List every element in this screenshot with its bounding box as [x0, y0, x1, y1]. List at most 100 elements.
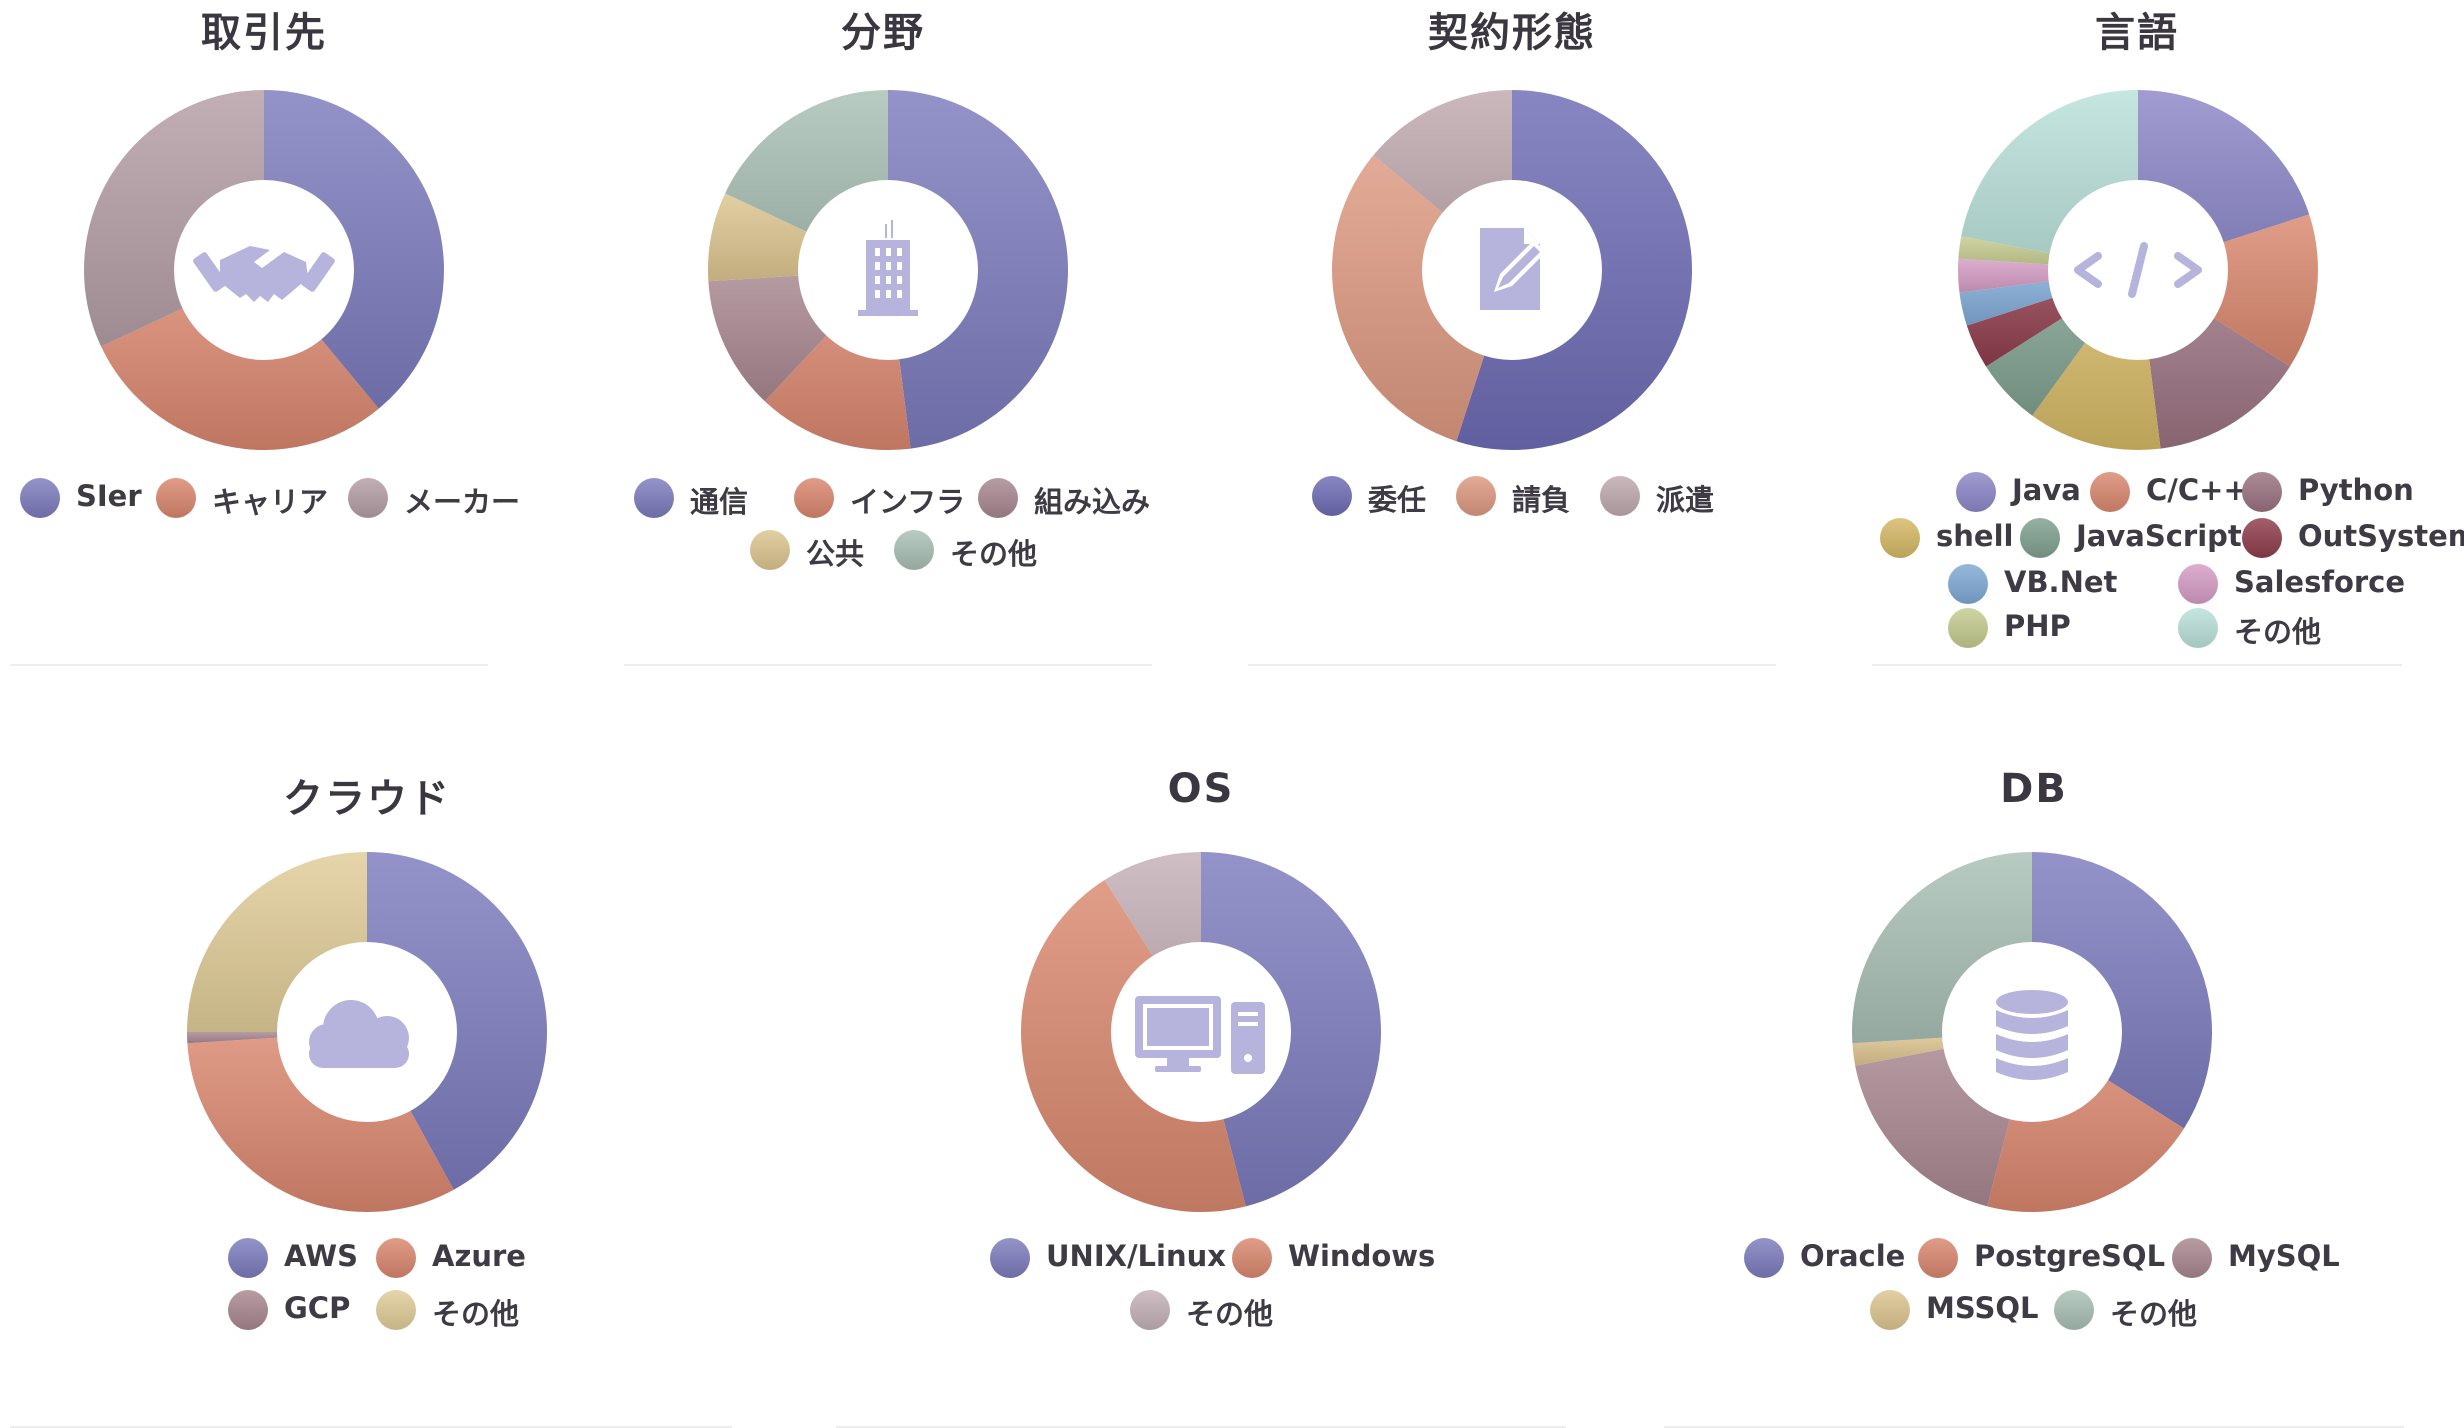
donut-slice-通信 [888, 90, 1069, 449]
chart-title: 分野 [841, 10, 925, 56]
donut-chart [1332, 90, 1692, 451]
legend-swatch [978, 478, 1018, 518]
legend-swatch [20, 478, 60, 518]
donut-slice-SIer [264, 90, 444, 409]
legend-swatch [348, 478, 388, 518]
legend-label: Salesforce [2234, 565, 2406, 599]
legend-label: 委任 [1368, 483, 1427, 517]
donut-svg [187, 852, 547, 1212]
cloud-icon [309, 1000, 409, 1068]
chart-panel-languages: 言語 Java C/C++ Python shell JavaScript Ou… [1872, 0, 2464, 680]
donut-svg [708, 90, 1069, 451]
donut-svg [1332, 90, 1692, 451]
legend-swatch [894, 530, 934, 570]
donut-svg [1958, 90, 2318, 450]
legend-label: Windows [1288, 1239, 1436, 1273]
donut-slice-Salesforce [1958, 258, 2138, 293]
legend-label: SIer [76, 479, 142, 513]
divider [10, 664, 488, 666]
legend-swatch [1870, 1290, 1910, 1330]
legend-label: その他 [950, 537, 1038, 571]
legend-swatch [1600, 476, 1640, 516]
legend-swatch [1744, 1238, 1784, 1278]
legend-label: JavaScript [2076, 519, 2242, 553]
legend-label: その他 [1186, 1297, 1274, 1331]
chart-title: 言語 [2095, 10, 2179, 56]
legend-swatch [1130, 1290, 1170, 1330]
legend-label: MSSQL [1926, 1291, 2039, 1325]
legend-swatch [1880, 518, 1920, 558]
divider [624, 664, 1152, 666]
legend-label: キャリア [212, 485, 329, 519]
legend-label: 公共 [806, 537, 865, 571]
donut-chart [84, 90, 444, 451]
donut-svg [84, 90, 444, 451]
donut-chart [1958, 90, 2318, 450]
chart-title: 取引先 [201, 10, 327, 56]
legend-swatch [1312, 476, 1352, 516]
legend-label: Oracle [1800, 1239, 1906, 1273]
divider [1664, 1426, 2404, 1428]
donut-slice-請負 [1332, 155, 1512, 442]
legend-label: その他 [2234, 615, 2322, 649]
legend-label: その他 [432, 1297, 520, 1331]
chart-panel-clients: 取引先 SIer キャリア メーカー [0, 0, 620, 680]
legend-swatch [2172, 1238, 2212, 1278]
chart-panel-contract: 契約形態 委任 請負 派遣 [1246, 0, 1872, 680]
legend-swatch [2242, 518, 2282, 558]
chart-panel-cloud: クラウド AWS Azure GCP その他 [0, 766, 736, 1428]
legend-swatch [750, 530, 790, 570]
chart-title: クラウド [283, 776, 451, 822]
legend-label: 組み込み [1034, 485, 1151, 519]
donut-slice-C/C++ [2138, 214, 2318, 367]
legend-swatch [376, 1238, 416, 1278]
legend-swatch [156, 478, 196, 518]
legend-swatch [228, 1290, 268, 1330]
chart-panel-db: DB Oracle PostgreSQL MySQL MSSQL その他 [1664, 766, 2464, 1428]
legend-label: VB.Net [2004, 565, 2118, 599]
legend-label: MySQL [2228, 1239, 2340, 1273]
legend-swatch [2178, 608, 2218, 648]
donut-svg [1020, 852, 1381, 1212]
legend-swatch [2090, 472, 2130, 512]
donut-slice-キャリア [101, 270, 379, 451]
handshake-icon [193, 246, 335, 302]
legend-label: 派遣 [1656, 483, 1715, 517]
legend-label: 請負 [1512, 483, 1571, 517]
legend-swatch [1456, 476, 1496, 516]
legend-label: 通信 [690, 485, 749, 519]
legend-swatch [228, 1238, 268, 1278]
building-icon [858, 220, 918, 316]
legend-swatch [2242, 472, 2282, 512]
chart-title: DB [2000, 766, 2068, 812]
legend-swatch [1918, 1238, 1958, 1278]
legend-swatch [990, 1238, 1030, 1278]
donut-chart [1852, 852, 2212, 1212]
legend-swatch [1948, 564, 1988, 604]
legend-swatch [1956, 472, 1996, 512]
legend-swatch [794, 478, 834, 518]
legend-label: shell [1936, 519, 2014, 553]
legend-swatch [376, 1290, 416, 1330]
legend-swatch [2054, 1290, 2094, 1330]
legend-label: GCP [284, 1291, 351, 1325]
database-icon [1996, 990, 2068, 1080]
legend-swatch [2020, 518, 2060, 558]
divider [1872, 664, 2402, 666]
legend-label: OutSystems [2298, 519, 2464, 553]
legend-label: Azure [432, 1239, 526, 1273]
desktop-computer-icon [1135, 996, 1265, 1074]
chart-title: OS [1167, 766, 1235, 812]
legend-label: Java [2012, 473, 2081, 507]
chart-panel-os: OS UNIX/Linux Windows その他 [836, 766, 1568, 1428]
legend-swatch [634, 478, 674, 518]
legend-swatch [1232, 1238, 1272, 1278]
legend-label: Python [2298, 473, 2414, 507]
legend-label: メーカー [404, 485, 521, 519]
donut-chart [1020, 852, 1381, 1212]
chart-title: 契約形態 [1428, 10, 1596, 56]
contract-icon [1480, 228, 1546, 310]
donut-chart [708, 90, 1069, 451]
divider [10, 1426, 732, 1428]
legend-label: インフラ [850, 485, 966, 519]
